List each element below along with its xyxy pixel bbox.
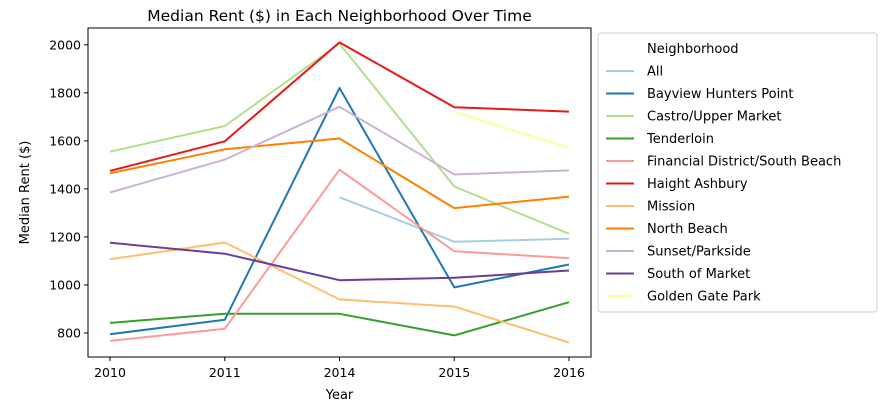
legend-label: Bayview Hunters Point [647, 87, 794, 102]
y-tick-label: 1800 [49, 85, 81, 100]
x-axis-label: Year [325, 388, 354, 403]
series-line [109, 241, 570, 344]
legend-label: All [647, 65, 663, 80]
series-line [109, 87, 570, 336]
legend-label: Financial District/South Beach [647, 155, 841, 170]
series-line [109, 241, 570, 282]
y-tick-label: 1200 [49, 229, 81, 244]
x-tick-label: 2015 [438, 365, 470, 380]
y-tick-label: 1400 [49, 181, 81, 196]
series-line [109, 301, 570, 337]
series-line [454, 111, 570, 149]
legend-box [597, 32, 878, 313]
series-line [109, 137, 570, 210]
series-line [339, 196, 570, 243]
series-line [109, 168, 570, 342]
legend-label: Mission [647, 200, 695, 215]
legend-items: All Bayview Hunters Point Castro/Upper Mar… [606, 65, 841, 305]
legend-label: South of Market [647, 267, 750, 282]
x-tick-label: 2014 [324, 365, 356, 380]
legend: Neighborhood All Bayview Hunters Point Cas… [597, 32, 878, 313]
y-tick-label: 1600 [49, 133, 81, 148]
x-tick-label: 2016 [553, 365, 585, 380]
legend-label: North Beach [647, 222, 728, 237]
legend-label: Tenderloin [646, 132, 714, 147]
legend-label: Castro/Upper Market [647, 110, 782, 125]
y-tick-label: 800 [57, 325, 81, 340]
series-line [109, 41, 570, 172]
chart-title: Median Rent ($) in Each Neighborhood Ove… [147, 7, 531, 25]
legend-label: Golden Gate Park [647, 290, 761, 305]
plot-frame [87, 27, 592, 358]
y-axis: 800 1000 1200 1400 1600 1800 2000 [49, 37, 88, 340]
series-line [109, 105, 570, 194]
series-lines [109, 41, 570, 344]
y-axis-label: Median Rent ($) [18, 141, 33, 245]
x-axis: 2010 2011 2014 2015 2016 [94, 357, 585, 380]
legend-label: Sunset/Parkside [647, 245, 751, 260]
legend-title: Neighborhood [647, 42, 739, 57]
x-tick-label: 2010 [94, 365, 126, 380]
legend-label: Haight Ashbury [647, 177, 748, 192]
y-tick-label: 2000 [49, 37, 81, 52]
x-tick-label: 2011 [209, 365, 241, 380]
y-tick-label: 1000 [49, 277, 81, 292]
